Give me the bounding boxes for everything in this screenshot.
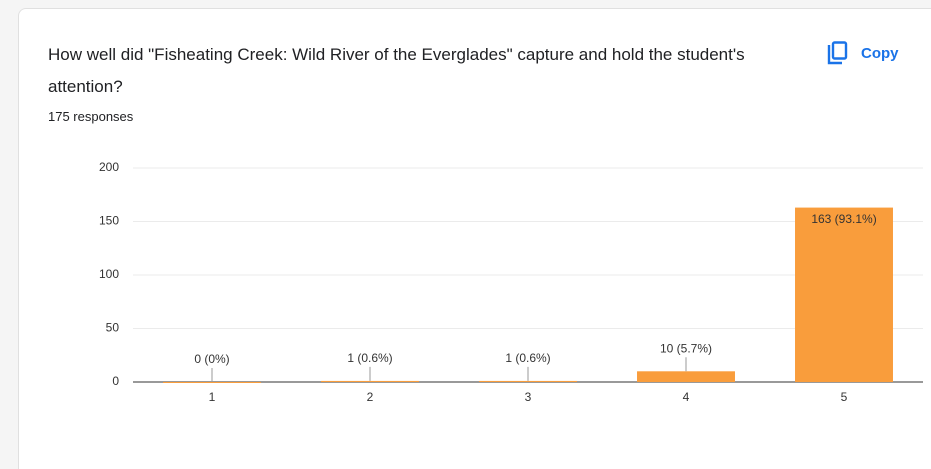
copy-button[interactable]: Copy — [827, 39, 899, 67]
question-title: How well did "Fisheating Creek: Wild Riv… — [48, 45, 745, 96]
x-tick-label: 5 — [841, 390, 848, 404]
response-count: 175 responses — [48, 109, 134, 124]
x-tick-label: 3 — [525, 390, 532, 404]
value-label: 1 (0.6%) — [347, 351, 392, 365]
y-tick-label: 100 — [99, 267, 119, 281]
copy-icon — [827, 41, 848, 65]
x-tick-label: 4 — [683, 390, 690, 404]
bar — [321, 380, 419, 382]
x-tick-label: 2 — [367, 390, 374, 404]
y-tick-label: 150 — [99, 214, 119, 228]
bar — [479, 380, 577, 382]
value-label: 10 (5.7%) — [660, 341, 712, 355]
y-tick-label: 0 — [112, 374, 119, 388]
value-label: 0 (0%) — [194, 352, 229, 366]
value-label: 163 (93.1%) — [811, 212, 876, 226]
y-tick-label: 200 — [99, 160, 119, 174]
x-tick-label: 1 — [209, 390, 216, 404]
copy-label: Copy — [861, 44, 899, 62]
bar — [637, 371, 735, 382]
value-label: 1 (0.6%) — [505, 351, 550, 365]
bar — [795, 207, 893, 382]
card: How well did "Fisheating Creek: Wild Riv… — [18, 8, 931, 469]
bar — [163, 382, 261, 383]
y-tick-label: 50 — [106, 321, 120, 335]
